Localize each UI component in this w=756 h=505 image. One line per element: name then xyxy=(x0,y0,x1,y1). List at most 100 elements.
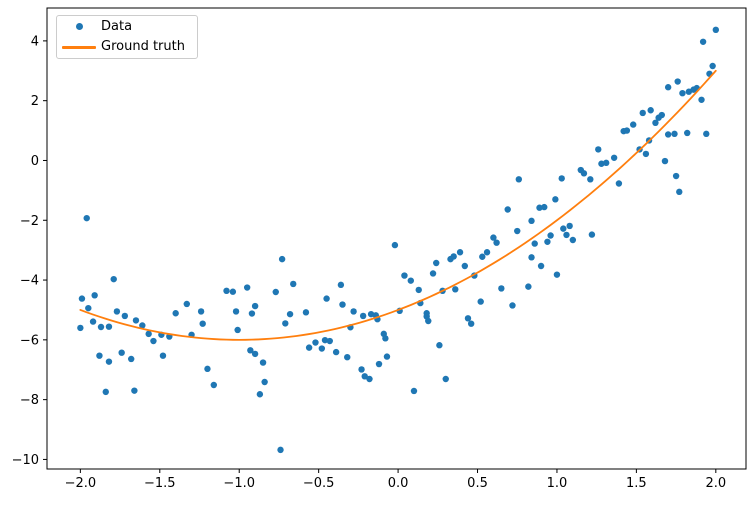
data-point xyxy=(685,88,693,95)
ground-truth-curve xyxy=(79,69,717,341)
data-point xyxy=(118,349,125,356)
data-point xyxy=(630,121,637,128)
x-tick-label: 2.0 xyxy=(705,476,726,491)
data-point xyxy=(461,262,469,270)
data-point xyxy=(580,170,588,177)
data-point xyxy=(531,240,538,247)
data-point xyxy=(312,339,319,346)
data-point xyxy=(259,359,267,366)
data-point xyxy=(415,286,422,294)
data-point xyxy=(560,225,567,232)
data-point xyxy=(615,180,623,187)
data-point xyxy=(305,344,313,351)
x-tick-label: 1.0 xyxy=(547,476,568,491)
data-point xyxy=(382,335,389,342)
data-point xyxy=(105,358,113,365)
data-point xyxy=(709,62,716,70)
data-point xyxy=(525,283,532,290)
data-point xyxy=(159,352,167,359)
data-point xyxy=(110,275,117,283)
data-point xyxy=(450,253,457,260)
data-point xyxy=(282,320,289,327)
plot-border xyxy=(46,7,747,470)
data-point xyxy=(558,175,565,182)
data-point xyxy=(247,347,254,354)
x-tick-label: 0.0 xyxy=(388,476,409,491)
x-tick-label: 1.5 xyxy=(626,476,647,491)
data-point xyxy=(483,249,491,256)
data-point xyxy=(391,241,399,249)
data-point xyxy=(323,295,330,302)
data-point xyxy=(676,188,683,196)
data-point xyxy=(232,308,240,315)
data-point xyxy=(515,176,523,183)
data-point xyxy=(339,301,346,308)
data-point xyxy=(78,295,86,302)
data-point xyxy=(243,284,251,291)
y-tick-label: 4 xyxy=(31,34,39,49)
data-point xyxy=(210,381,218,389)
data-point xyxy=(528,254,535,261)
data-point xyxy=(121,312,129,320)
x-tick-label: −1.0 xyxy=(223,476,255,491)
data-point xyxy=(96,352,103,359)
data-point xyxy=(658,111,665,119)
data-point xyxy=(326,337,333,345)
data-point xyxy=(442,375,449,383)
data-point xyxy=(139,322,146,329)
data-point xyxy=(433,259,440,267)
data-point xyxy=(132,317,140,324)
data-point xyxy=(105,323,113,330)
data-point xyxy=(703,130,710,138)
data-point xyxy=(229,288,237,295)
data-point xyxy=(290,280,297,288)
data-point xyxy=(172,310,179,317)
data-point xyxy=(509,302,516,309)
data-point xyxy=(256,391,264,398)
data-point xyxy=(251,302,259,310)
data-point xyxy=(652,119,659,127)
data-point xyxy=(674,78,681,85)
data-point xyxy=(199,320,206,327)
data-point xyxy=(712,26,720,34)
data-point xyxy=(671,130,678,138)
ground-truth-line-icon xyxy=(62,45,96,49)
legend-label-data: Data xyxy=(101,18,133,34)
data-point xyxy=(302,309,310,316)
legend-item-ground-truth: Ground truth xyxy=(57,37,197,57)
data-point xyxy=(77,324,84,332)
data-point xyxy=(361,373,368,380)
data-point xyxy=(595,146,602,153)
data-point xyxy=(456,249,464,256)
data-point xyxy=(610,154,618,161)
data-point xyxy=(698,96,705,103)
data-point xyxy=(321,336,329,344)
data-point xyxy=(97,323,105,331)
data-point xyxy=(350,308,357,315)
data-point xyxy=(366,375,373,383)
data-point xyxy=(131,387,138,394)
y-tick-label: −4 xyxy=(20,274,39,289)
data-point xyxy=(344,353,351,361)
y-tick-label: −2 xyxy=(20,214,39,229)
data-point xyxy=(286,310,294,318)
data-point xyxy=(537,262,545,270)
data-point xyxy=(587,176,594,183)
data-point xyxy=(493,239,500,246)
data-point xyxy=(598,160,605,167)
data-marker-icon xyxy=(75,23,83,31)
data-point xyxy=(204,365,211,373)
data-point xyxy=(332,348,340,356)
data-point xyxy=(375,360,383,368)
data-point xyxy=(318,345,326,352)
data-point xyxy=(89,318,97,325)
data-point xyxy=(401,272,408,279)
data-point xyxy=(552,196,559,203)
data-point xyxy=(272,288,279,296)
x-tick-label: −1.5 xyxy=(144,476,176,491)
data-point xyxy=(223,287,230,295)
data-point xyxy=(85,304,92,312)
legend: Data Ground truth xyxy=(56,15,198,59)
data-point xyxy=(603,159,610,167)
